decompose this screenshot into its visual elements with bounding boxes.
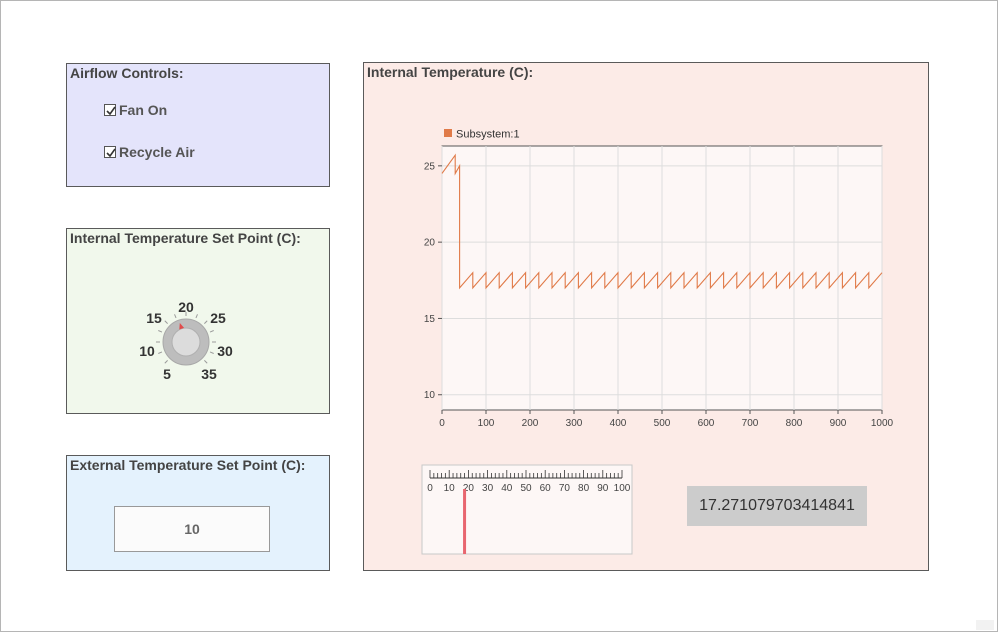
set-point-panel: Internal Temperature Set Point (C): 5 10…	[66, 228, 330, 414]
knob-widget: 5 10 15 20 25 30 35	[139, 299, 233, 382]
recycle-air-check-icon[interactable]	[104, 146, 116, 158]
external-temperature-input[interactable]: 10	[114, 506, 270, 552]
knob-label-5: 5	[163, 366, 171, 382]
knob-tick	[158, 351, 163, 354]
knob-dial[interactable]	[171, 327, 201, 357]
knob-tick	[158, 330, 163, 333]
knob-tick	[209, 351, 214, 354]
fan-on-label: Fan On	[119, 102, 168, 118]
knob-label-10: 10	[139, 343, 155, 359]
knob-tick	[195, 314, 198, 319]
temperature-readout: 17.271079703414841	[687, 486, 867, 526]
knob-tick	[174, 314, 177, 319]
knob-tick	[164, 320, 168, 324]
knob-label-30: 30	[217, 343, 233, 359]
fan-on-check-icon[interactable]	[104, 104, 116, 116]
knob-tick	[204, 360, 208, 364]
set-point-title: Internal Temperature Set Point (C):	[70, 230, 301, 246]
knob-label-20: 20	[178, 299, 194, 315]
knob-tick	[164, 360, 168, 364]
knob-pointer-icon	[179, 323, 185, 330]
knob-label-35: 35	[201, 366, 217, 382]
external-set-point-title: External Temperature Set Point (C):	[70, 457, 306, 473]
recycle-air-checkbox[interactable]: Recycle Air	[104, 144, 195, 160]
fan-on-checkbox[interactable]: Fan On	[104, 102, 167, 118]
airflow-controls-title: Airflow Controls:	[70, 65, 184, 81]
airflow-controls-panel: Airflow Controls: Fan On Recycle Air	[66, 63, 330, 187]
knob-label-15: 15	[146, 310, 162, 326]
resize-grip-icon[interactable]	[976, 620, 994, 630]
knob-label-25: 25	[210, 310, 226, 326]
external-set-point-panel: External Temperature Set Point (C): 10	[66, 455, 330, 571]
knob-tick	[209, 330, 214, 333]
knob-tick	[204, 320, 208, 324]
internal-temperature-title: Internal Temperature (C):	[367, 64, 534, 80]
knob-ticks	[156, 312, 216, 364]
recycle-air-label: Recycle Air	[119, 144, 195, 160]
